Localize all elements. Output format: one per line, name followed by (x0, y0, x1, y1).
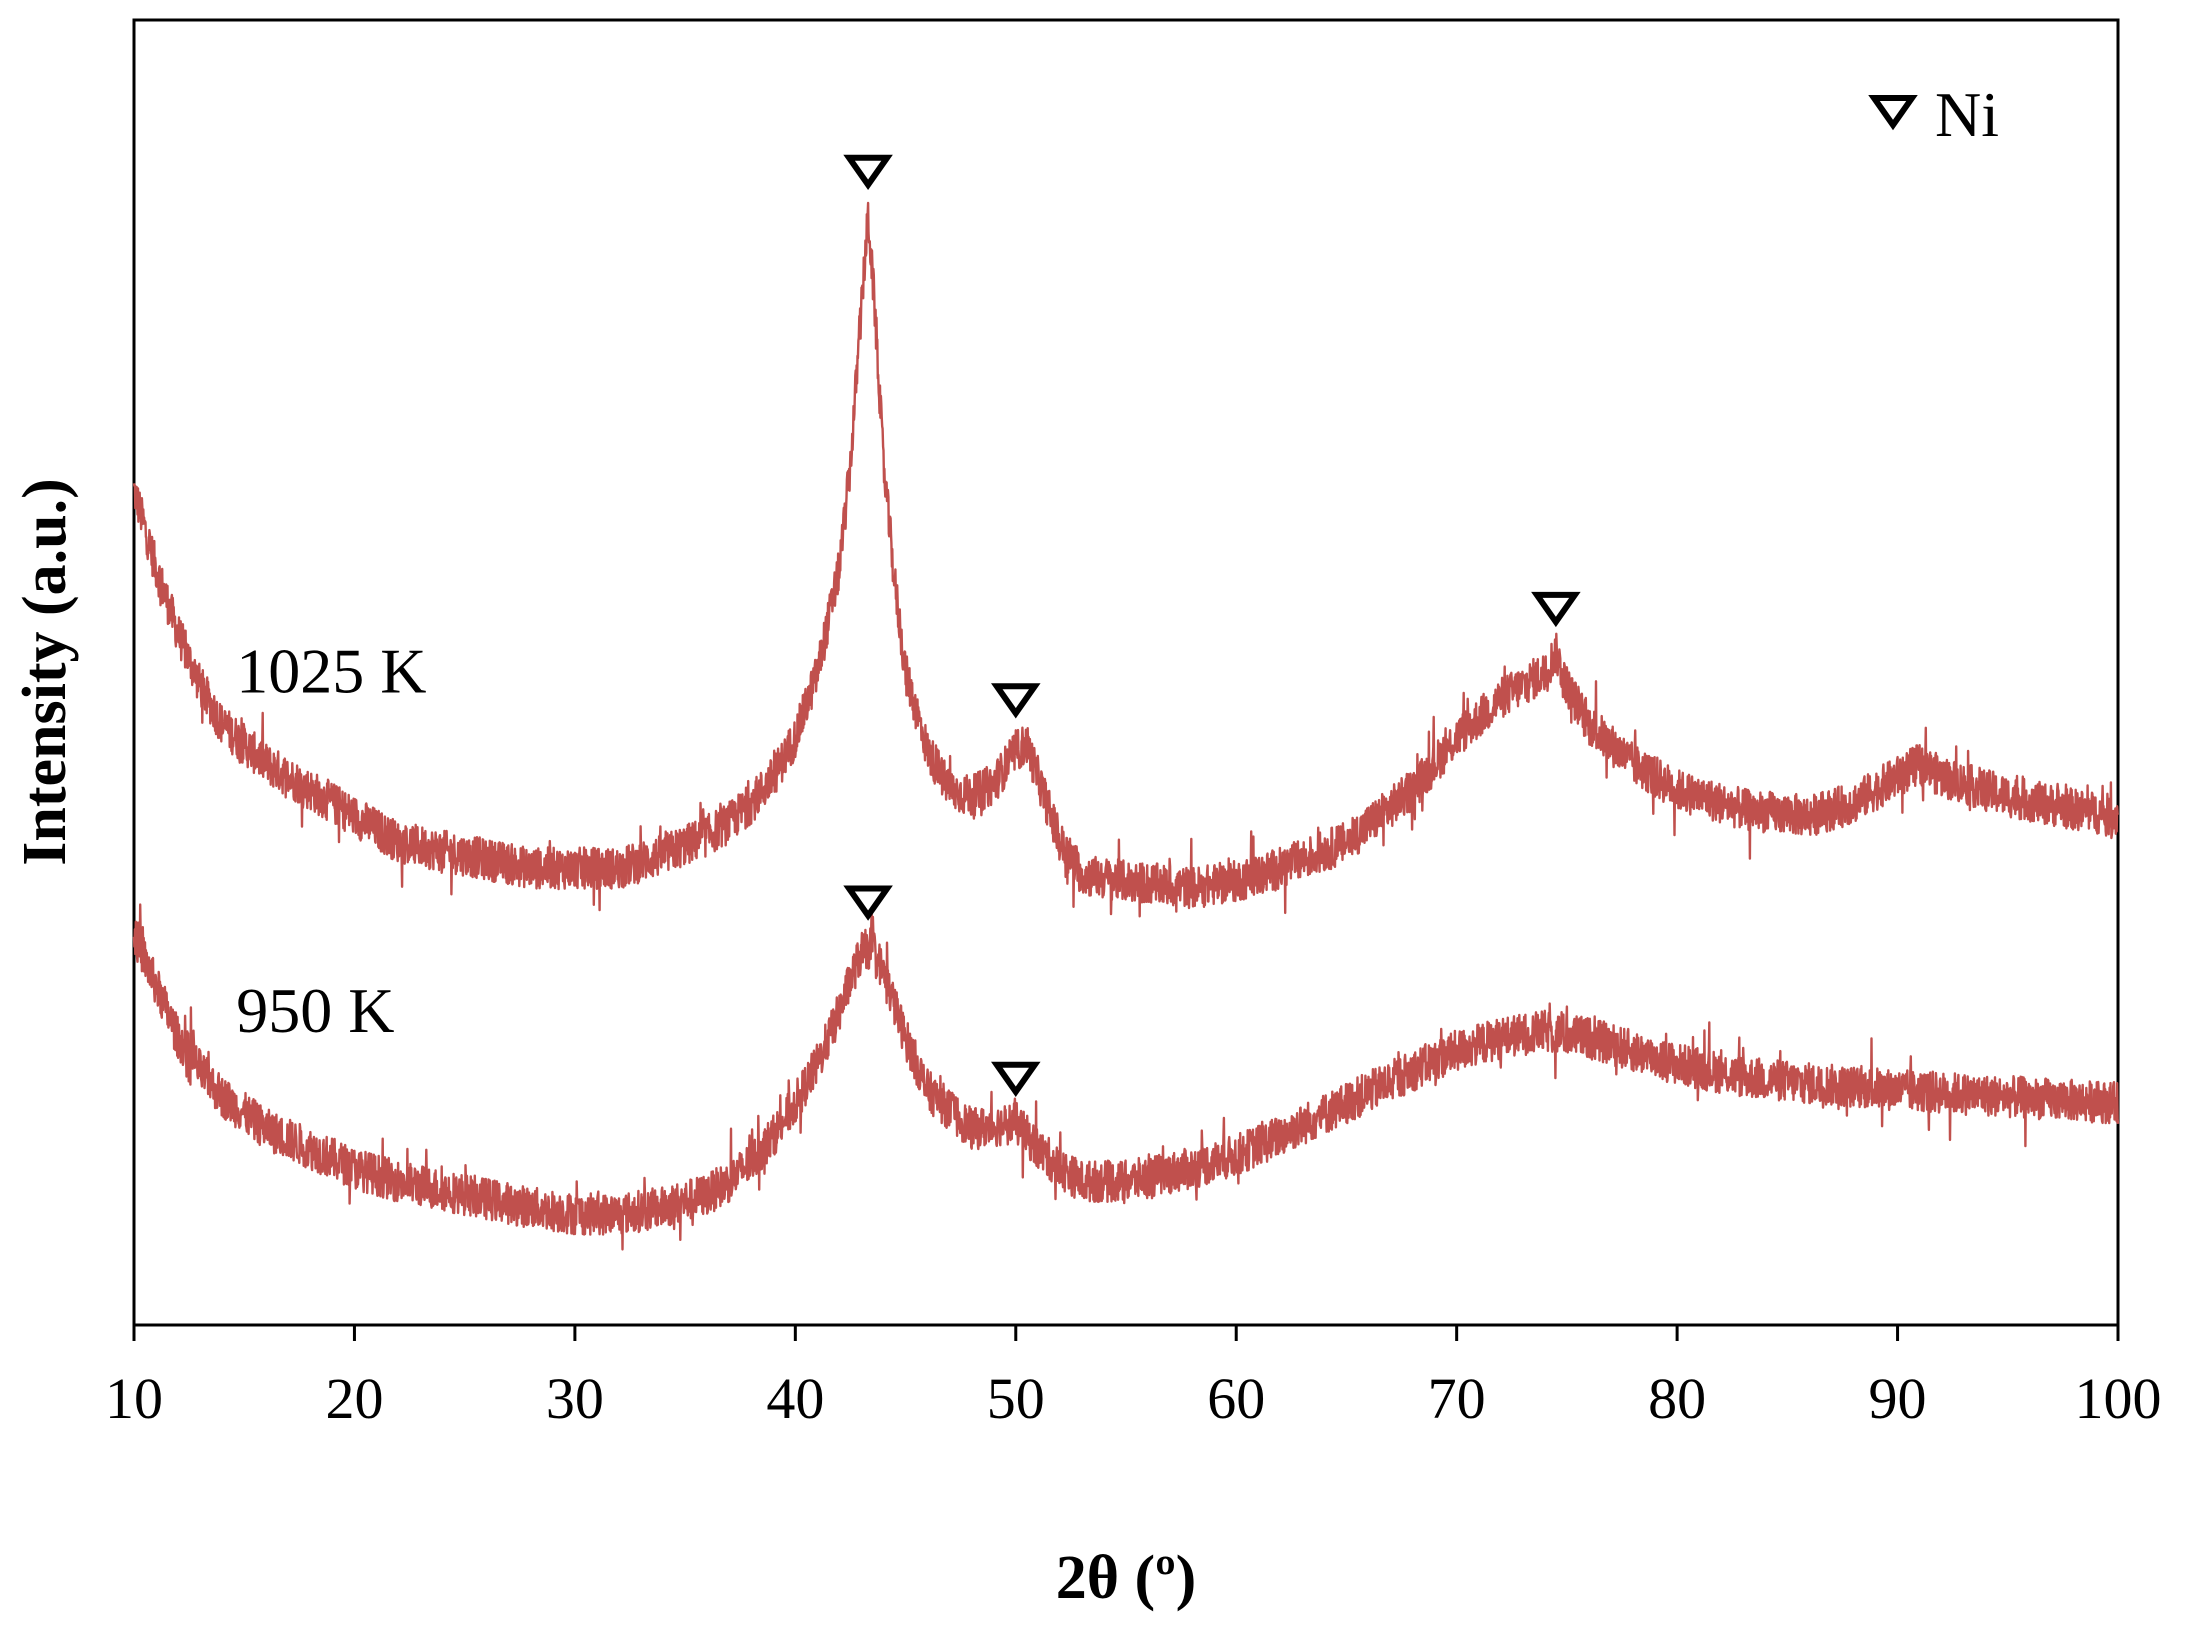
series-label: 1025 K (236, 636, 426, 707)
ni-marker-icon (990, 683, 1041, 719)
x-tick-label: 70 (1428, 1366, 1486, 1431)
series-line-950-k (132, 903, 2120, 1251)
ni-marker-icon (843, 885, 893, 921)
series-label: 950 K (236, 975, 394, 1046)
series-label-layer: 1025 K 950 K (236, 636, 426, 1046)
x-tick-label: 90 (1869, 1366, 1927, 1431)
legend-ni-marker-icon (1868, 95, 1918, 131)
x-tick-label: 30 (546, 1366, 604, 1431)
x-tick-label: 60 (1207, 1366, 1265, 1431)
x-tick-label: 40 (766, 1366, 824, 1431)
legend: Ni (1868, 79, 1999, 150)
ni-marker-icon (843, 154, 893, 190)
x-axis-ticks: 10 20 30 40 50 60 70 80 90 100 (105, 1325, 2162, 1431)
ni-marker-icon (1531, 591, 1581, 628)
series-line-1025-k (132, 201, 2120, 918)
plot-frame (132, 18, 2120, 1327)
ni-marker-layer (843, 154, 1581, 1097)
x-tick-label: 10 (105, 1366, 163, 1431)
x-tick-label: 100 (2075, 1366, 2162, 1431)
ni-marker-icon (990, 1061, 1041, 1097)
x-axis-title: 2θ (º) (1056, 1544, 1197, 1612)
y-axis-title: Intensity (a.u.) (11, 478, 79, 866)
legend-label: Ni (1935, 79, 1999, 150)
series-layer (132, 201, 2120, 1251)
x-tick-label: 20 (325, 1366, 383, 1431)
x-tick-label: 50 (987, 1366, 1045, 1431)
x-tick-label: 80 (1648, 1366, 1706, 1431)
